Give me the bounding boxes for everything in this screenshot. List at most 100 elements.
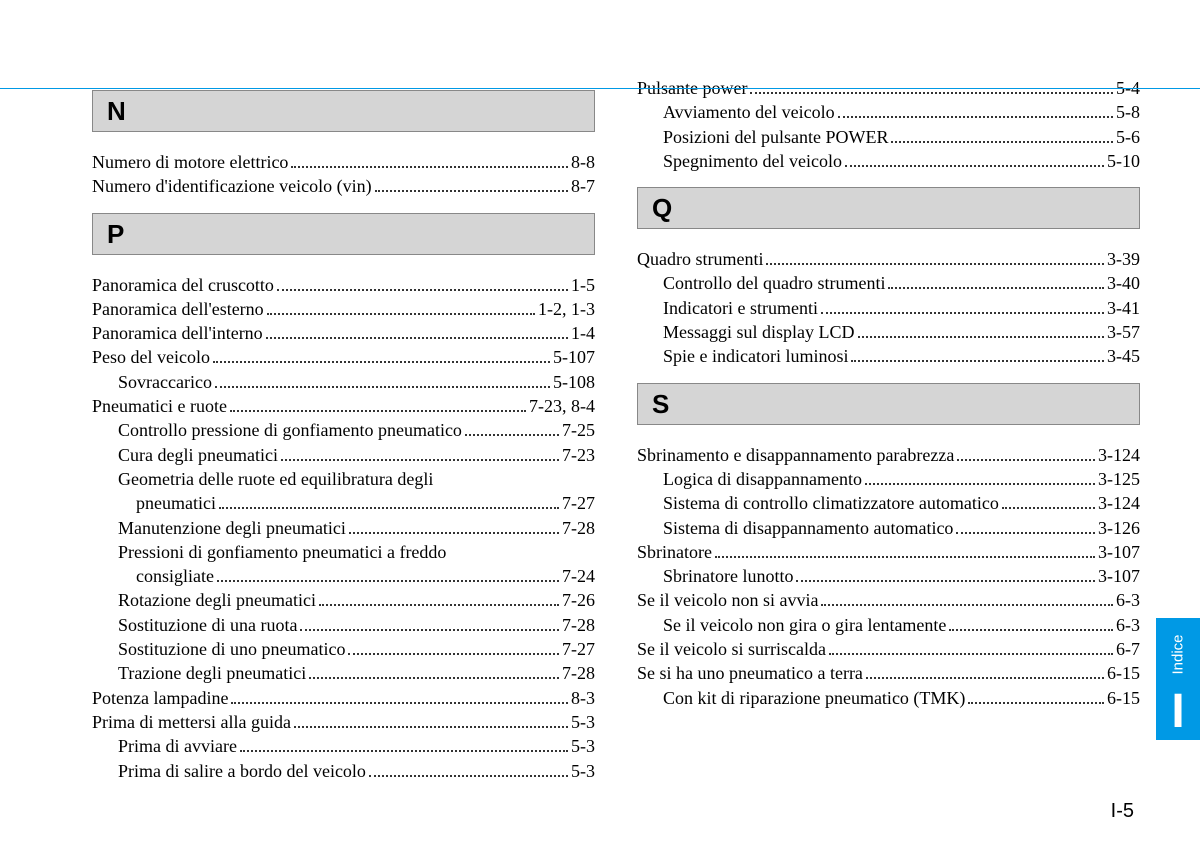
left-column: NNumero di motore elettrico8-8Numero d'i…	[92, 76, 595, 783]
index-subentry: Avviamento del veicolo 5-8	[637, 100, 1140, 124]
entry-label: Quadro strumenti	[637, 247, 763, 271]
index-subentry: Spegnimento del veicolo 5-10	[637, 149, 1140, 173]
side-tab-label: Indice	[1170, 634, 1187, 674]
leader-dots	[865, 470, 1095, 485]
leader-dots	[215, 372, 550, 387]
entry-label: Cura degli pneumatici	[118, 443, 278, 467]
entry-label: Sistema di disappannamento automatico	[663, 516, 953, 540]
index-entry: Se il veicolo non si avvia6-3	[637, 588, 1140, 612]
index-subentry: Prima di salire a bordo del veicolo5-3	[92, 759, 595, 783]
letter-header: S	[637, 383, 1140, 425]
index-subentry: Controllo del quadro strumenti 3-40	[637, 271, 1140, 295]
entry-page: 5-3	[571, 759, 595, 783]
leader-dots	[968, 688, 1104, 703]
index-entry: Numero di motore elettrico 8-8	[92, 150, 595, 174]
leader-dots	[267, 300, 535, 315]
leader-dots	[829, 640, 1113, 655]
entry-label: Numero di motore elettrico	[92, 150, 288, 174]
entry-page: 3-124	[1098, 443, 1140, 467]
entry-page: 6-3	[1116, 613, 1140, 637]
index-subentry: Sistema di disappannamento automatico3-1…	[637, 516, 1140, 540]
entry-page: 3-57	[1107, 320, 1140, 344]
index-subentry: Sostituzione di uno pneumatico7-27	[92, 637, 595, 661]
index-subentry: Sovraccarico5-108	[92, 370, 595, 394]
index-subentry: Cura degli pneumatici7-23	[92, 443, 595, 467]
entry-label: Logica di disappannamento	[663, 467, 862, 491]
index-subentry: Posizioni del pulsante POWER 5-6	[637, 125, 1140, 149]
entry-page: 6-15	[1107, 661, 1140, 685]
index-entry: Sbrinatore 3-107	[637, 540, 1140, 564]
index-subentry: Geometria delle ruote ed equilibratura d…	[92, 467, 595, 491]
entry-label: Numero d'identificazione veicolo (vin)	[92, 174, 372, 198]
entry-page: 7-28	[562, 661, 595, 685]
letter-header: Q	[637, 187, 1140, 229]
entry-label: Posizioni del pulsante POWER	[663, 125, 888, 149]
index-subentry: Prima di avviare 5-3	[92, 734, 595, 758]
leader-dots	[750, 79, 1113, 94]
leader-dots	[891, 127, 1113, 142]
entry-page: 5-8	[1116, 100, 1140, 124]
entry-label: Panoramica dell'interno	[92, 321, 263, 345]
index-entry: Panoramica del cruscotto1-5	[92, 273, 595, 297]
entry-label: Geometria delle ruote ed equilibratura d…	[118, 467, 433, 491]
entry-label: Rotazione degli pneumatici	[118, 588, 316, 612]
entry-page: 5-6	[1116, 125, 1140, 149]
entry-page: 5-3	[571, 734, 595, 758]
leader-dots	[766, 250, 1104, 265]
leader-dots	[277, 275, 568, 290]
entry-page: 7-27	[562, 491, 595, 515]
entry-label: Peso del veicolo	[92, 345, 210, 369]
entry-page: 3-45	[1107, 344, 1140, 368]
index-subentry: Indicatori e strumenti3-41	[637, 296, 1140, 320]
side-tab-letter: I	[1156, 688, 1200, 736]
leader-dots	[888, 274, 1104, 289]
entry-label: Sbrinatore	[637, 540, 712, 564]
entry-page: 8-8	[571, 150, 595, 174]
leader-dots	[309, 664, 559, 679]
entry-page: 3-125	[1098, 467, 1140, 491]
index-entry: Quadro strumenti3-39	[637, 247, 1140, 271]
leader-dots	[1002, 494, 1095, 509]
entry-page: 6-7	[1116, 637, 1140, 661]
index-subentry: Se il veicolo non gira o gira lentamente…	[637, 613, 1140, 637]
leader-dots	[821, 298, 1104, 313]
entry-label: Spegnimento del veicolo	[663, 149, 842, 173]
entry-page: 7-23, 8-4	[529, 394, 595, 418]
entry-label: Sostituzione di uno pneumatico	[118, 637, 345, 661]
entry-label: Sistema di controllo climatizzatore auto…	[663, 491, 999, 515]
leader-dots	[465, 421, 559, 436]
index-entry: Panoramica dell'interno 1-4	[92, 321, 595, 345]
index-subentry: Trazione degli pneumatici 7-28	[92, 661, 595, 685]
leader-dots	[291, 153, 568, 168]
leader-dots	[240, 737, 568, 752]
leader-dots	[957, 445, 1095, 460]
entry-page: 6-15	[1107, 686, 1140, 710]
entry-label: Controllo del quadro strumenti	[663, 271, 885, 295]
entry-label: Trazione degli pneumatici	[118, 661, 306, 685]
index-entry: Sbrinamento e disappannamento parabrezza…	[637, 443, 1140, 467]
leader-dots	[715, 543, 1095, 558]
entry-label: Messaggi sul display LCD	[663, 320, 855, 344]
leader-dots	[294, 713, 568, 728]
entry-page: 3-40	[1107, 271, 1140, 295]
entry-label: Avviamento del veicolo	[663, 100, 835, 124]
leader-dots	[219, 494, 559, 509]
entry-page: 5-3	[571, 710, 595, 734]
index-subentry: Sistema di controllo climatizzatore auto…	[637, 491, 1140, 515]
index-entry-cont: consigliate7-24	[92, 564, 595, 588]
entry-label: Prima di avviare	[118, 734, 237, 758]
entry-page: 1-4	[571, 321, 595, 345]
index-subentry: Messaggi sul display LCD 3-57	[637, 320, 1140, 344]
entry-page: 7-25	[562, 418, 595, 442]
index-page: NNumero di motore elettrico8-8Numero d'i…	[0, 0, 1200, 861]
leader-dots	[231, 688, 568, 703]
leader-dots	[217, 567, 559, 582]
entry-page: 5-10	[1107, 149, 1140, 173]
entry-label: Se si ha uno pneumatico a terra	[637, 661, 863, 685]
entry-page: 3-107	[1098, 540, 1140, 564]
entry-label: pneumatici	[136, 491, 216, 515]
entry-label: Sbrinatore lunotto	[663, 564, 793, 588]
leader-dots	[866, 664, 1104, 679]
leader-dots	[300, 615, 559, 630]
leader-dots	[349, 518, 559, 533]
